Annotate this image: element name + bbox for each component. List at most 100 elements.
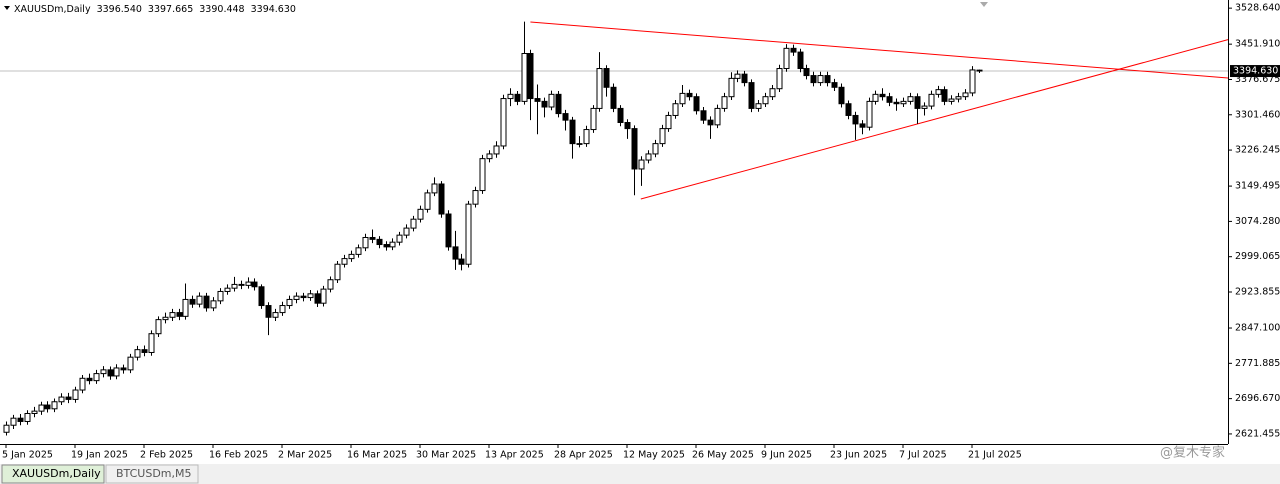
candle-body: [755, 103, 762, 109]
x-tick-label: 21 Jul 2025: [968, 450, 1022, 461]
candle-body: [741, 73, 748, 84]
candle-body: [976, 69, 983, 72]
x-tick-label: 2 Mar 2025: [278, 450, 332, 461]
candle-body: [320, 288, 327, 304]
candle-body: [141, 349, 148, 353]
candle-body: [327, 279, 334, 290]
candle-body: [348, 253, 355, 260]
candle-body: [155, 319, 162, 335]
header-value: 3394.630: [251, 4, 296, 15]
header-value: 3396.540: [97, 4, 142, 15]
tab-bar: [0, 464, 1280, 484]
candle-body: [479, 158, 486, 192]
candle-body: [921, 105, 928, 109]
candle-body: [941, 89, 948, 102]
trendline: [530, 21, 1229, 79]
x-tick-label: 16 Feb 2025: [209, 450, 268, 461]
candle-body: [859, 123, 866, 128]
candle-body: [569, 119, 576, 145]
candle-body: [576, 143, 583, 145]
candle-body: [886, 96, 893, 103]
y-tick-label: 3074.280: [1235, 216, 1280, 227]
candle-body: [24, 412, 31, 422]
candle-body: [783, 47, 790, 70]
candle-body: [176, 312, 183, 317]
candle-body: [238, 283, 245, 286]
current-price-box: [1230, 65, 1280, 78]
candle-body: [38, 404, 45, 412]
candle-body: [562, 113, 569, 121]
candle-body: [341, 258, 348, 265]
candle-body: [245, 281, 252, 286]
candle-body: [217, 290, 224, 302]
candle-body: [203, 295, 210, 309]
tab-label[interactable]: XAUUSDm,Daily: [12, 467, 101, 480]
candle-body: [86, 377, 93, 382]
candle-body: [486, 153, 493, 160]
candle-body: [810, 75, 817, 84]
candle-body: [659, 128, 666, 145]
candle-body: [527, 53, 534, 100]
candle-body: [417, 208, 424, 220]
candle-body: [748, 82, 755, 109]
candle-body: [258, 286, 265, 307]
shift-marker: [980, 2, 988, 7]
candle-body: [231, 283, 238, 289]
candle-body: [189, 298, 196, 305]
candle-body: [845, 103, 852, 116]
candle-body: [665, 114, 672, 130]
candle-body: [617, 107, 624, 123]
candle-body: [72, 389, 79, 400]
candle-body: [431, 183, 438, 194]
x-tick-label: 26 May 2025: [692, 450, 754, 461]
candle-body: [3, 424, 10, 433]
candle-body: [955, 96, 962, 100]
candle-body: [376, 238, 383, 246]
candle-body: [852, 114, 859, 125]
candle-body: [803, 68, 810, 77]
menu-arrow[interactable]: [4, 6, 10, 10]
x-tick-label: 16 Mar 2025: [347, 450, 407, 461]
candle-body: [403, 227, 410, 236]
candle-body: [831, 82, 838, 88]
candle-body: [300, 295, 307, 299]
candle-body: [307, 293, 314, 299]
candle-body: [969, 69, 976, 94]
y-tick-label: 3528.640: [1235, 3, 1280, 14]
x-tick-label: 9 Jun 2025: [761, 450, 812, 461]
candle-body: [493, 145, 500, 155]
chart-header: XAUUSDm,Daily 3396.540 3397.665 3390.448 339…: [14, 4, 296, 15]
candle-body: [65, 396, 72, 400]
y-tick-label: 3301.460: [1235, 109, 1280, 120]
current-price-label: 3394.630: [1233, 66, 1278, 77]
candle-body: [838, 86, 845, 105]
candle-body: [672, 103, 679, 116]
candle-body: [100, 369, 107, 375]
candle-body: [893, 101, 900, 105]
x-tick-label: 30 Mar 2025: [416, 450, 476, 461]
candle-body: [914, 96, 921, 109]
candle-body: [362, 236, 369, 249]
candle-body: [127, 356, 134, 371]
candle-body: [51, 401, 58, 410]
candle-body: [472, 190, 479, 205]
candle-body: [734, 73, 741, 79]
tab-active[interactable]: [1, 464, 105, 484]
candle-body: [603, 68, 610, 88]
tab-label[interactable]: BTCUSDm,M5: [116, 467, 192, 480]
candle-body: [79, 377, 86, 391]
y-tick-label: 2771.885: [1235, 358, 1280, 369]
tab[interactable]: [105, 464, 199, 484]
candle-body: [583, 129, 590, 145]
candle-body: [458, 258, 465, 265]
candle-body: [120, 367, 127, 371]
header-value: 3397.665: [148, 4, 193, 15]
candle-body: [728, 77, 735, 98]
candle-body: [169, 312, 176, 318]
x-tick-label: 7 Jul 2025: [899, 450, 947, 461]
candle-body: [645, 153, 652, 161]
candle-body: [962, 92, 969, 98]
candle-body: [928, 93, 935, 107]
candle-body: [935, 89, 942, 95]
